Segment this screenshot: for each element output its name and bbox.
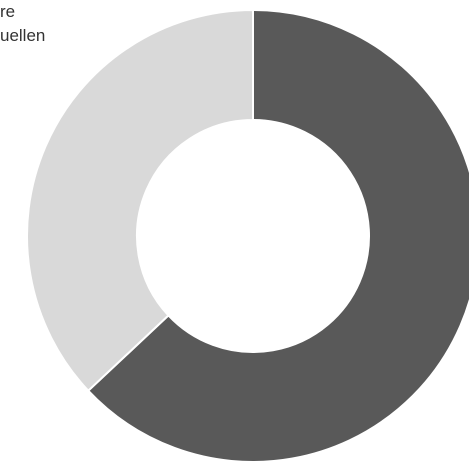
donut-slice-1 [86, 8, 469, 462]
annotation-line-1: re [0, 2, 16, 21]
annotation-line-2: uellen [0, 26, 46, 45]
donut-slice-2 [26, 8, 254, 393]
chart-annotation: re uellen [0, 0, 45, 48]
